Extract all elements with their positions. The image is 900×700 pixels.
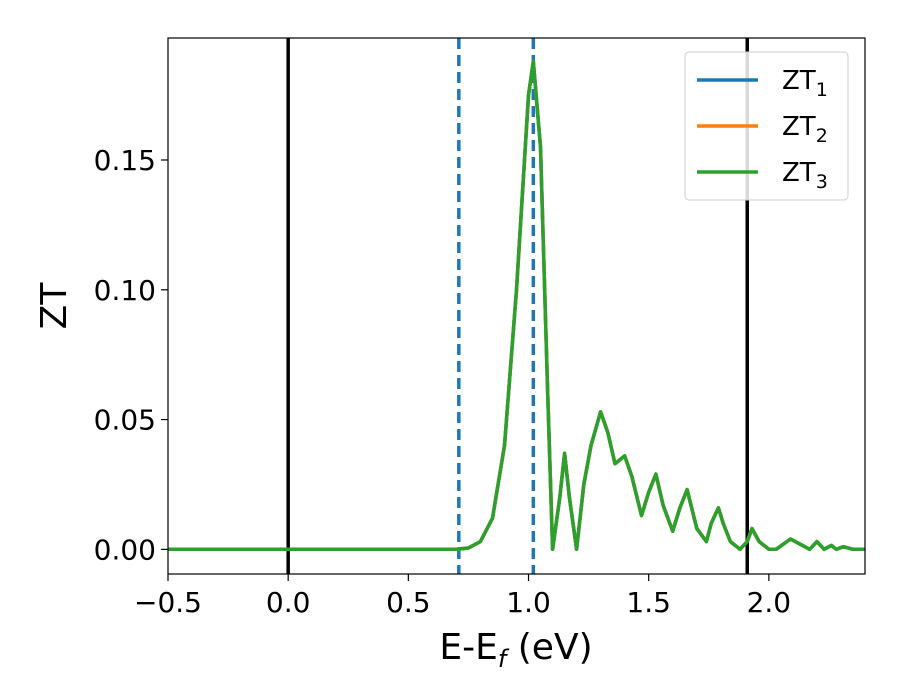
y-tick-label: 0.00 [94,533,156,566]
x-axis-ticks: −0.5 0.0 0.5 1.0 1.5 2.0 [134,574,791,619]
legend-label-main: ZT [782,158,816,188]
x-axis-title: E-Ef (eV) [439,627,592,673]
legend-label-2: ZT2 [782,112,828,147]
series-layer [168,59,865,552]
legend-label-sub: 2 [816,125,828,147]
y-tick-label: 0.10 [94,274,156,307]
x-tick-label: −0.5 [134,586,202,619]
y-axis-ticks: 0.00 0.05 0.10 0.15 [94,144,168,566]
x-tick-label: 0.0 [266,586,311,619]
legend-label-main: ZT [782,112,816,142]
legend-box [684,51,849,201]
legend-label-sub: 1 [816,79,828,101]
x-tick-label: 1.5 [626,586,671,619]
x-axis-title-unit: (eV) [506,627,592,668]
x-tick-label: 0.5 [386,586,431,619]
series-line-3 [168,59,865,552]
legend-label-main: ZT [782,66,816,96]
y-tick-label: 0.05 [94,404,156,437]
legend-label-1: ZT1 [782,66,828,101]
x-tick-label: 1.0 [506,586,551,619]
y-tick-label: 0.15 [94,144,156,177]
legend-label-3: ZT3 [782,158,828,193]
x-axis-title-main: E-E [439,627,497,668]
x-tick-label: 2.0 [747,586,792,619]
legend-label-sub: 3 [816,171,828,193]
plot-frame [167,37,866,575]
y-axis-title: ZT [34,282,75,330]
